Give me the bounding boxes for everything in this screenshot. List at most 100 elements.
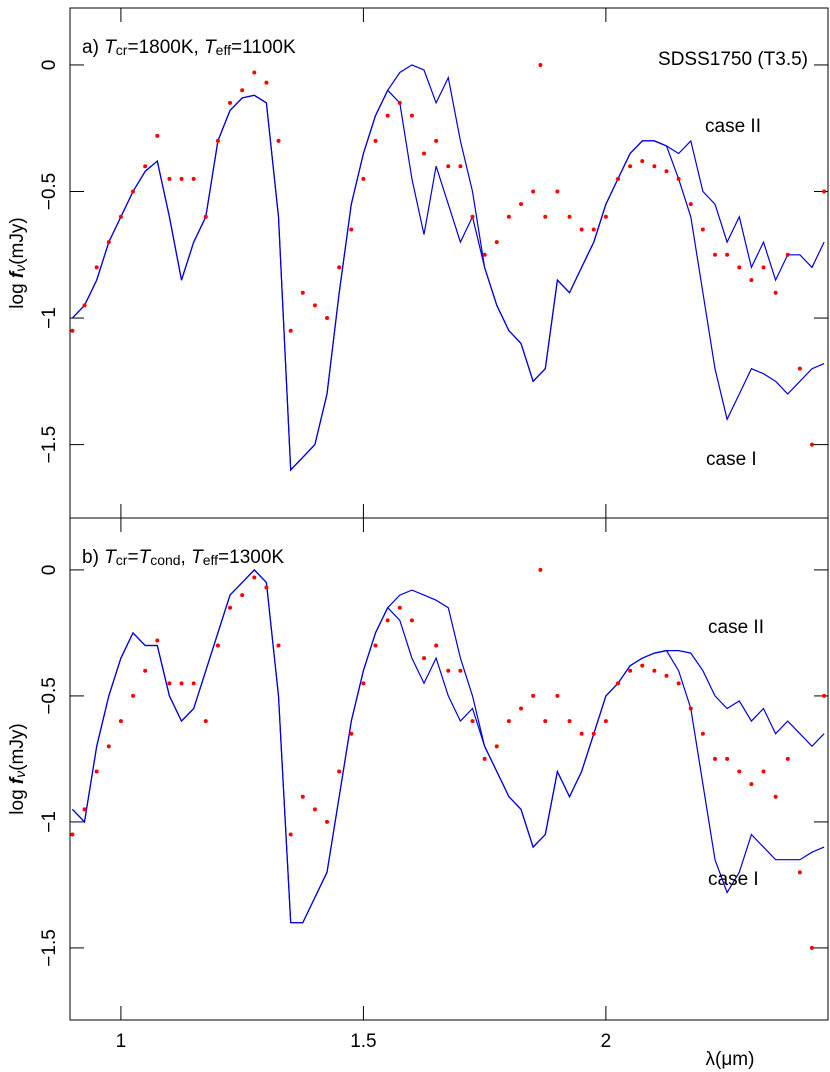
x-axis-label: λ(μm) — [706, 1049, 755, 1070]
text-part: cr — [116, 42, 128, 58]
data-point — [822, 189, 827, 194]
data-point — [688, 202, 693, 207]
data-point — [397, 100, 402, 105]
data-point — [531, 189, 536, 194]
series-label: case II — [708, 617, 764, 638]
data-point — [538, 62, 543, 67]
data-point — [725, 756, 730, 761]
data-point — [809, 945, 814, 950]
data-point — [203, 719, 208, 724]
y-tick-label: −1.5 — [39, 929, 60, 967]
data-point — [506, 214, 511, 219]
data-point — [773, 794, 778, 799]
data-point — [155, 638, 160, 643]
text-part: =1100K — [231, 37, 296, 58]
data-point — [70, 328, 75, 333]
data-point — [713, 252, 718, 257]
panel: 0 −0.5 −1 −1.5 case II case I a) Tcr=1800K, Te… — [7, 7, 829, 519]
data-point — [264, 585, 269, 590]
series-label: case I — [706, 449, 757, 470]
data-point — [264, 80, 269, 85]
data-point — [155, 133, 160, 138]
data-point — [737, 769, 742, 774]
data-point — [761, 265, 766, 270]
y-tick-label: −1 — [39, 811, 60, 833]
text-part: , — [181, 547, 192, 568]
data-point — [82, 303, 87, 308]
data-point — [809, 442, 814, 447]
data-point — [628, 668, 633, 673]
data-point — [761, 769, 766, 774]
data-point — [797, 366, 802, 371]
data-point — [131, 693, 136, 698]
data-point — [409, 618, 414, 623]
data-point — [664, 169, 669, 174]
data-point — [555, 189, 560, 194]
text-part: T — [139, 547, 152, 568]
data-point — [482, 756, 487, 761]
data-point — [179, 681, 184, 686]
data-point — [458, 668, 463, 673]
data-point — [82, 807, 87, 812]
y-axis-label: log fν(mJy) — [7, 723, 28, 814]
data-point — [106, 744, 111, 749]
text-part: cond — [150, 552, 180, 568]
text-part: = — [127, 547, 138, 568]
data-point — [519, 202, 524, 207]
data-point — [591, 227, 596, 232]
data-point — [215, 643, 220, 648]
text-part: T — [104, 547, 117, 568]
data-point — [688, 706, 693, 711]
text-part: ν — [12, 265, 28, 272]
text-part: eff — [216, 42, 231, 58]
y-tick-label: −1 — [39, 307, 60, 329]
data-point — [603, 719, 608, 724]
data-point — [143, 164, 148, 169]
data-point — [203, 214, 208, 219]
data-point — [288, 832, 293, 837]
data-point — [749, 782, 754, 787]
data-point — [240, 593, 245, 598]
data-point — [288, 328, 293, 333]
data-point — [179, 176, 184, 181]
data-point — [118, 214, 123, 219]
data-point — [749, 278, 754, 283]
data-point — [470, 719, 475, 724]
data-point — [94, 769, 99, 774]
data-point — [531, 693, 536, 698]
data-point — [325, 819, 330, 824]
data-point — [215, 138, 220, 143]
data-point — [700, 227, 705, 232]
data-point — [94, 265, 99, 270]
data-point — [252, 575, 257, 580]
data-point — [349, 731, 354, 736]
data-point — [652, 668, 657, 673]
data-point — [106, 240, 111, 245]
data-point — [494, 240, 499, 245]
text-part: eff — [203, 552, 218, 568]
data-point — [167, 681, 172, 686]
data-point — [725, 252, 730, 257]
data-point — [385, 113, 390, 118]
series-label: case I — [708, 869, 759, 890]
series-label: case II — [705, 116, 761, 137]
text-part: T — [104, 37, 117, 58]
y-tick-label: −0.5 — [39, 677, 60, 715]
data-point — [543, 719, 548, 724]
data-point — [228, 605, 233, 610]
data-point — [434, 643, 439, 648]
y-tick-label: −1.5 — [39, 426, 60, 464]
plot-frame — [69, 7, 829, 519]
data-point — [603, 214, 608, 219]
data-point — [361, 681, 366, 686]
data-point — [252, 70, 257, 75]
y-tick-label: 0 — [39, 565, 60, 576]
data-point — [555, 693, 560, 698]
data-point — [640, 663, 645, 668]
data-point — [797, 870, 802, 875]
data-point — [312, 807, 317, 812]
data-point — [337, 769, 342, 774]
data-point — [737, 265, 742, 270]
